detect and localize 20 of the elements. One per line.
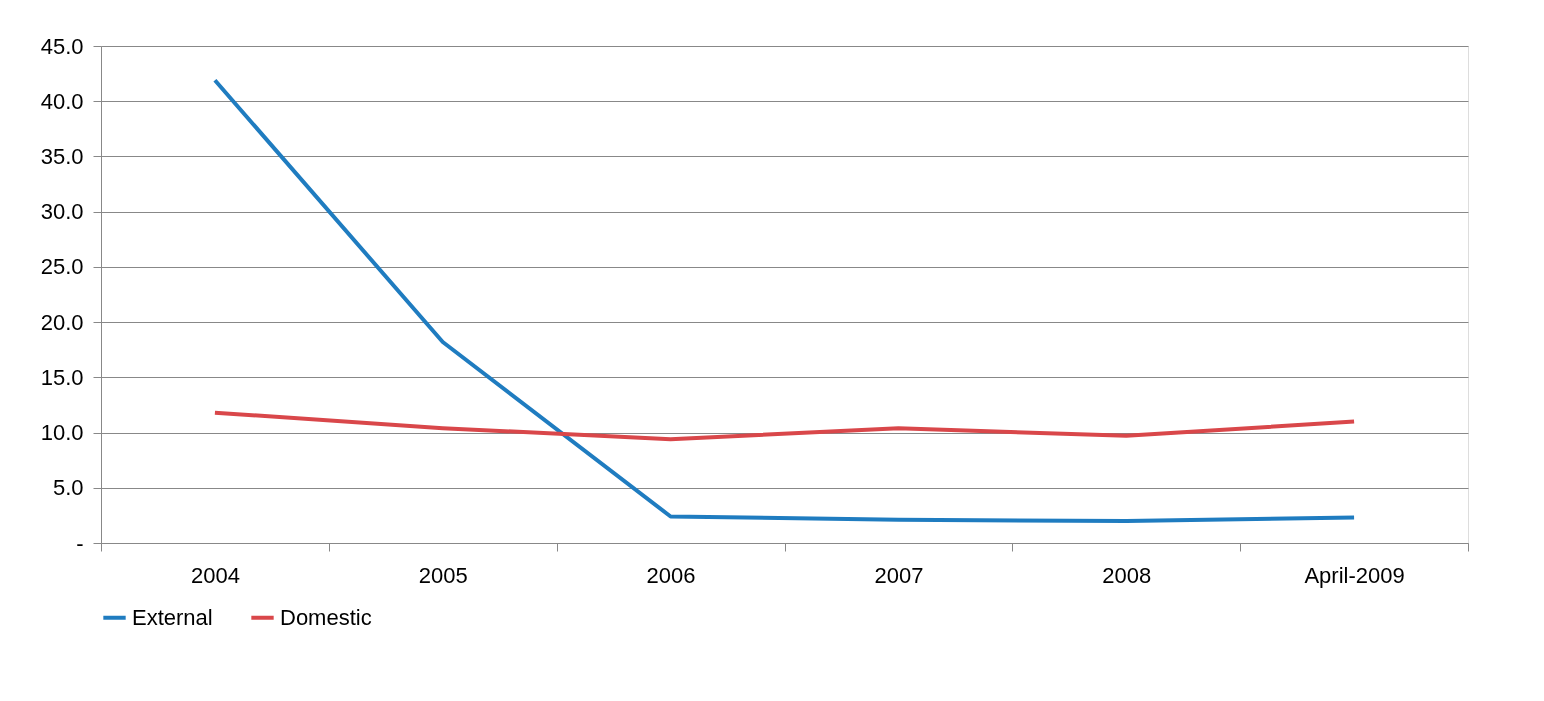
y-tick-label: 5.0: [52, 475, 84, 501]
line-series: [212, 410, 1357, 442]
x-tick-label: 2008: [1102, 562, 1152, 588]
legend-label: Domestic: [280, 604, 372, 630]
y-tick-label: 45.0: [40, 33, 84, 59]
line-series: [212, 78, 1357, 523]
y-tick-label: 25.0: [40, 254, 84, 280]
y-tick-label: -: [76, 530, 84, 556]
legend-label: External: [132, 604, 213, 630]
x-tick-label: 2004: [190, 562, 240, 588]
x-tick-label: 2005: [418, 562, 468, 588]
y-tick-label: 40.0: [40, 88, 84, 114]
y-tick-label: 20.0: [40, 309, 84, 335]
x-tick-label: 2006: [646, 562, 696, 588]
y-tick-label: 15.0: [40, 364, 84, 390]
y-tick-label: 10.0: [40, 420, 84, 446]
y-tick-label: 35.0: [40, 143, 84, 169]
x-tick-label: 2007: [874, 562, 924, 588]
y-tick-label: 30.0: [40, 199, 84, 225]
x-tick-label: April-2009: [1304, 562, 1405, 588]
